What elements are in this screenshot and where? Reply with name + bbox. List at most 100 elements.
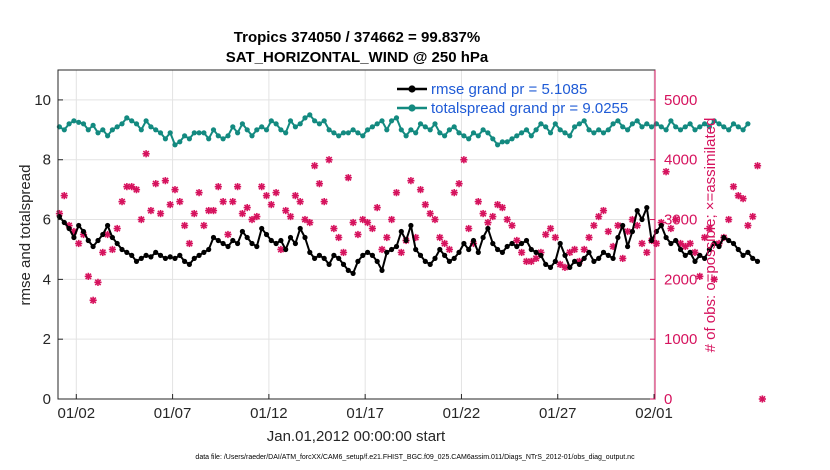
obs-point [734,192,742,200]
rmse-point [336,255,342,261]
spread-point [393,115,400,121]
obs-point-stroke [667,225,675,232]
y-left-tick-label: 6 [43,212,51,229]
chart-subtitle: SAT_HORIZONTAL_WIND @ 250 hPa [226,49,489,66]
obs-point-stroke [441,240,448,247]
obs-point [339,248,348,257]
y-right-tick-label: 1000 [664,331,697,348]
rmse-point [543,261,549,267]
obs-point-stroke [219,198,227,205]
rmse-point [398,228,404,235]
obs-point [744,221,752,230]
obs-point-stroke [682,243,689,250]
obs-point [181,221,189,230]
rmse-point [143,252,149,258]
obs-point-stroke [89,297,97,304]
spread-point [230,124,236,130]
legend-rmse-marker [408,85,416,93]
rmse-point [119,246,125,253]
spread-point [76,119,82,125]
obs-point [710,275,718,283]
obs-point-stroke [287,213,294,220]
obs-point-stroke [157,210,164,217]
spread-point [446,127,452,133]
obs-point-stroke [75,240,82,247]
spread-point [254,127,260,133]
legend-spread-marker [408,104,416,112]
spread-point [360,133,366,139]
rmse-point [408,222,414,229]
obs-point [700,233,709,242]
obs-point [489,212,497,221]
rmse-point [519,240,525,247]
obs-point [681,242,689,251]
obs-point [460,156,468,164]
rmse-point [499,249,505,255]
rmse-point [600,249,607,255]
rmse-point [393,243,400,250]
rmse-point [196,252,202,258]
obs-point-stroke [104,231,111,238]
obs-point-stroke [749,213,757,220]
spread-point [249,133,255,139]
spread-point [287,118,294,124]
rmse-point [658,222,664,229]
obs-point [363,218,372,227]
spread-point [596,127,602,133]
obs-point [421,200,429,209]
obs-point-stroke [633,222,641,229]
obs-point [604,227,612,236]
obs-point [758,395,766,403]
rmse-point [538,252,544,258]
spread-point [345,130,351,136]
obs-point [156,209,165,218]
spread-point [114,124,120,130]
rmse-point [446,258,452,264]
spread-point [668,118,674,124]
obs-point [426,209,434,218]
obs-point [233,183,242,191]
spread-point [259,124,265,130]
spread-point [658,124,664,130]
obs-point [147,206,155,215]
obs-point-stroke [528,258,535,265]
spread-point [157,130,164,136]
rmse-point [649,237,655,244]
rmse-point [235,240,241,247]
obs-point [60,192,68,200]
obs-point-stroke [142,150,150,158]
rmse-point [312,255,318,261]
obs-point-stroke [605,228,612,235]
spread-point [292,124,298,130]
spread-point [523,127,530,133]
spread-point [273,121,279,127]
rmse-point [90,243,96,250]
spread-point [365,127,371,133]
obs-point-stroke [710,276,718,283]
rmse-point [162,255,168,261]
rmse-point [244,234,250,241]
rmse-point [552,258,558,264]
spread-point [186,136,192,142]
spread-point [466,136,472,142]
obs-point-stroke [691,249,699,256]
obs-point [94,278,102,286]
obs-point [561,263,569,271]
rmse-point [629,228,636,235]
rmse-point [639,216,645,223]
rmse-point [687,249,693,255]
rmse-point [182,258,188,264]
rmse-point [557,240,563,247]
spread-point [297,121,303,127]
spread-point [730,121,737,127]
obs-point [590,221,598,230]
obs-point-stroke [205,207,212,214]
obs-point [595,212,603,221]
y-left-tick-label: 0 [43,391,51,408]
rmse-point [697,252,703,258]
rmse-point [326,261,332,267]
rmse-point [702,255,708,261]
rmse-point [485,225,491,232]
obs-point-stroke [325,156,333,163]
